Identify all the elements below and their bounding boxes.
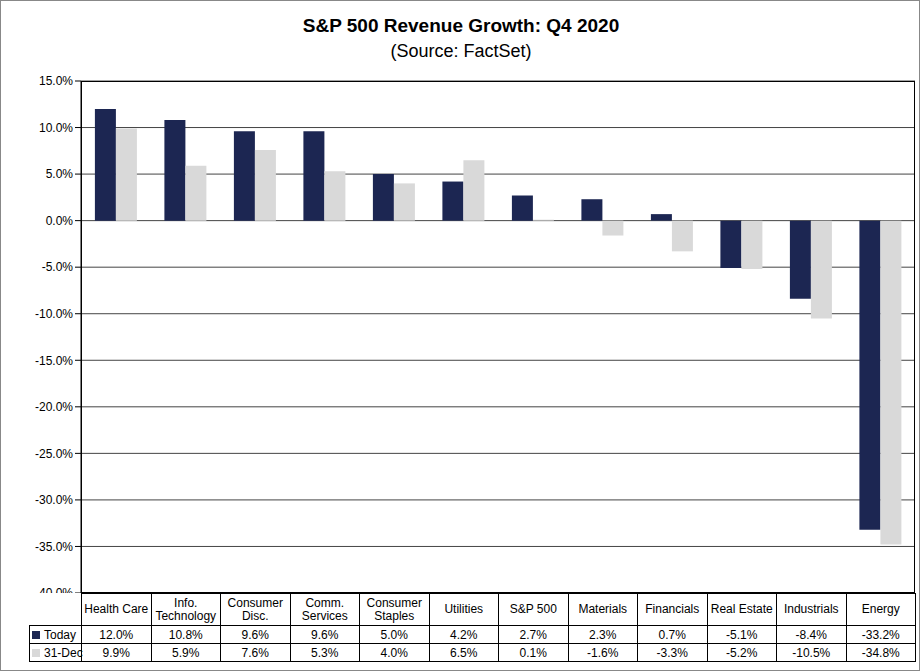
svg-text:-5.0%: -5.0% — [42, 260, 74, 274]
html-text:6.5%: 6.5% — [450, 645, 478, 660]
html-text:Materials: Materials — [578, 602, 628, 616]
svg-text:-30.0%: -30.0% — [35, 493, 73, 507]
html-text:Consumer Disc.: Consumer Disc. — [227, 595, 283, 623]
html-text:9.9%: 9.9% — [102, 645, 130, 660]
html-text:-1.6%: -1.6% — [587, 645, 619, 660]
html-text:9.6%: 9.6% — [241, 627, 269, 642]
html-text:2.7%: 2.7% — [519, 627, 547, 642]
html-text:12.0%: 12.0% — [99, 627, 134, 642]
html-text:5.0%: 5.0% — [380, 627, 408, 642]
html-text:Energy: Energy — [861, 602, 900, 616]
html-text:Today: Today — [44, 627, 76, 642]
html-text:9.6%: 9.6% — [311, 627, 339, 642]
html-text:-5.1%: -5.1% — [726, 627, 758, 642]
html-text:-10.5%: -10.5% — [792, 645, 831, 660]
svg-text:-10.0%: -10.0% — [35, 307, 73, 321]
html-text:Industrials: Industrials — [783, 602, 839, 616]
svg-text:15.0%: 15.0% — [39, 74, 73, 88]
html-text:0.7%: 0.7% — [658, 627, 686, 642]
html-text:S&P 500 Revenue Growth: Q4 202: S&P 500 Revenue Growth: Q4 2020 — [302, 15, 620, 36]
html-text:-5.2%: -5.2% — [726, 645, 758, 660]
html-text:0.1%: 0.1% — [519, 645, 547, 660]
html-text:10.8%: 10.8% — [168, 627, 203, 642]
svg-text:5.0%: 5.0% — [46, 167, 74, 181]
html-text:S&P 500: S&P 500 — [509, 602, 557, 616]
html-text:Info. Technology: Info. Technology — [155, 595, 217, 623]
html-text:5.9%: 5.9% — [172, 645, 200, 660]
html-text:Utilities: Utilities — [444, 602, 484, 616]
html-text:Comm. Services: Comm. Services — [301, 595, 348, 623]
svg-text:-35.0%: -35.0% — [35, 540, 73, 554]
html-text:31-Dec: 31-Dec — [44, 645, 83, 660]
html-text:4.0%: 4.0% — [380, 645, 408, 660]
svg-text:-15.0%: -15.0% — [35, 354, 73, 368]
html-text:Health Care: Health Care — [84, 602, 149, 616]
svg-text:-25.0%: -25.0% — [35, 447, 73, 461]
html-text:(Source: FactSet): (Source: FactSet) — [390, 41, 532, 61]
html-text:Financials: Financials — [645, 602, 700, 616]
svg-text:-20.0%: -20.0% — [35, 400, 73, 414]
svg-text:0.0%: 0.0% — [46, 214, 74, 228]
html-text:-3.3%: -3.3% — [656, 645, 688, 660]
svg-text:-40.0%: -40.0% — [35, 586, 73, 593]
html-text:Consumer Staples: Consumer Staples — [366, 595, 422, 623]
html-text:Real Estate: Real Estate — [710, 602, 773, 616]
html-text:5.3%: 5.3% — [311, 645, 339, 660]
html-text:7.6%: 7.6% — [241, 645, 269, 660]
html-text:-34.8%: -34.8% — [861, 645, 900, 660]
html-text:4.2%: 4.2% — [450, 627, 478, 642]
html-text:-8.4%: -8.4% — [795, 627, 827, 642]
svg-text:10.0%: 10.0% — [39, 121, 73, 135]
html-text:2.3%: 2.3% — [589, 627, 617, 642]
html-text:-33.2%: -33.2% — [861, 627, 900, 642]
